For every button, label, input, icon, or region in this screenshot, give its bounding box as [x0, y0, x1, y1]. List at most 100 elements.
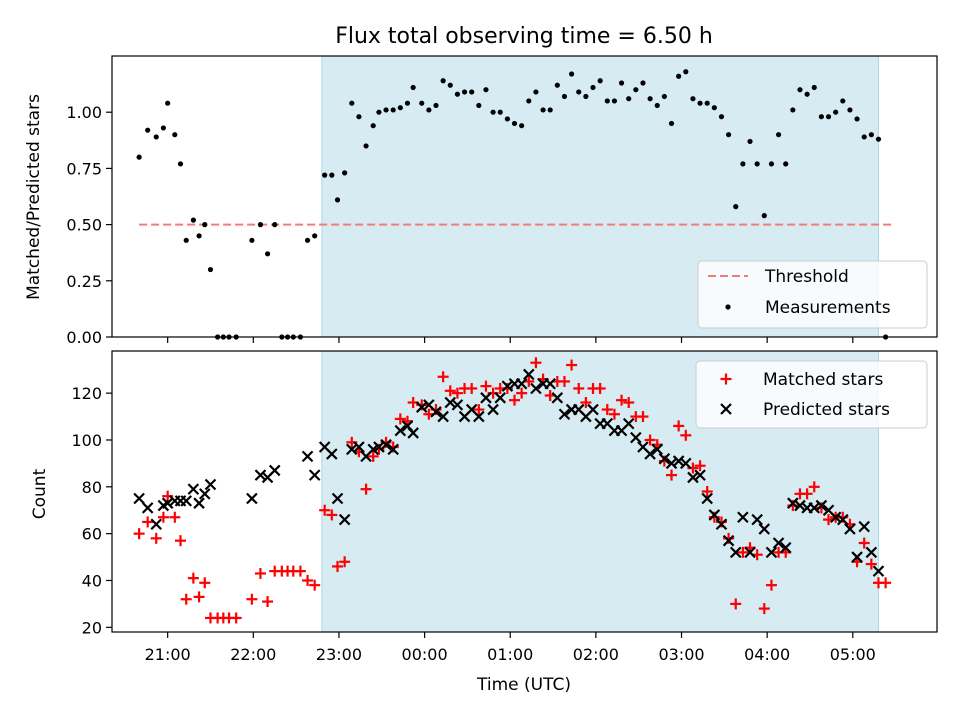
predicted-star-point-b [193, 497, 205, 509]
matched-star-point [246, 593, 258, 605]
matched-star-point [865, 558, 877, 570]
predicted-star-point [198, 488, 211, 500]
measurement-point [718, 114, 725, 120]
predicted-star-point [530, 382, 542, 395]
x-tick-label: 23:00 [316, 645, 362, 664]
measurement-point [404, 100, 411, 106]
predicted-star-point [346, 443, 358, 456]
predicted-star-point [301, 450, 314, 463]
matched-star-point [616, 394, 628, 406]
matched-star-point [880, 577, 892, 589]
x-tick-label: 00:00 [402, 645, 448, 664]
predicted-star-point-b [451, 399, 464, 411]
matched-star-point [169, 511, 181, 523]
predicted-star-point-b [837, 513, 849, 526]
matched-star-point [339, 556, 351, 568]
predicted-star-point-b [268, 464, 281, 477]
measurement-point [676, 73, 682, 79]
matched-star-point [680, 429, 692, 441]
predicted-star-point [729, 546, 742, 559]
predicted-star-point [551, 392, 564, 404]
bottom-y-tick-label: 40 [82, 571, 102, 590]
predicted-star-point [451, 399, 464, 411]
predicted-star-point-b [651, 443, 664, 456]
measurement-point [818, 114, 824, 120]
predicted-star-point-b [694, 469, 706, 481]
bottom-panel: 20 40 60 80 100 120 21:00 22:00 23:00 00:00 01:00… [30, 350, 938, 695]
predicted-star-point [837, 513, 849, 526]
predicted-star-point [268, 464, 281, 477]
predicted-star-point [141, 502, 154, 514]
predicted-star-point [444, 396, 457, 409]
predicted-star-point-b [708, 509, 721, 521]
measurement-point [547, 107, 553, 113]
measurement-point [704, 100, 710, 106]
predicted-star-point [680, 457, 692, 470]
predicted-star-point-b [204, 478, 217, 491]
measurement-point [476, 102, 482, 109]
predicted-star-point-b [198, 488, 211, 500]
matched-star-point [694, 460, 706, 472]
predicted-star-point-b [572, 403, 585, 416]
predicted-star-point [558, 408, 571, 421]
measurement-point [363, 143, 369, 149]
predicted-star-point-b [437, 410, 449, 423]
predicted-star-point [644, 448, 656, 460]
matched-star-point [367, 450, 379, 462]
x-tick-label: 22:00 [230, 645, 276, 664]
bottom-legend: Matched stars Predicted stars [695, 360, 928, 429]
matched-star-point [701, 486, 713, 497]
measurement-point [661, 93, 667, 100]
legend-x-marker [720, 403, 732, 415]
predicted-star-point-b [637, 441, 649, 453]
matched-star-point [394, 413, 406, 425]
matched-star-point [580, 397, 592, 409]
measurement-point [390, 107, 396, 113]
predicted-star-point [487, 403, 499, 416]
predicted-star-point-b [423, 399, 435, 411]
predicted-star-point [480, 392, 492, 404]
predicted-star-point [407, 427, 419, 439]
measurement-point [690, 96, 696, 102]
predicted-star-point [380, 438, 392, 451]
predicted-star-point-b [161, 497, 174, 509]
matched-star-point [175, 535, 187, 547]
predicted-star-point-b [794, 499, 806, 512]
measurement-point [136, 154, 142, 160]
measurement-point [264, 251, 271, 257]
matched-star-point [254, 567, 266, 579]
predicted-star-point [651, 443, 664, 456]
measurement-point [257, 222, 264, 228]
measurement-point [740, 161, 746, 167]
top-plot-frame [111, 55, 938, 338]
predicted-star-point [387, 443, 399, 456]
predicted-star-point [331, 492, 344, 505]
bottom-y-tick-label: 80 [82, 478, 102, 497]
legend-threshold-label: Threshold [764, 267, 849, 287]
measurement-point [172, 132, 178, 138]
matched-star-point [566, 359, 578, 371]
matched-star-point [801, 488, 813, 500]
x-tick-label: 01:00 [487, 645, 533, 664]
measurement-point [329, 172, 335, 178]
measurement-point [190, 217, 196, 223]
matched-star-point [326, 509, 338, 521]
matched-star-point [758, 603, 770, 615]
matched-star-point [180, 593, 192, 605]
predicted-star-point-b [815, 499, 828, 512]
predicted-star-point-b [851, 551, 863, 563]
measurement-point [811, 84, 817, 91]
measurement-point [611, 98, 618, 104]
measurement-point [207, 266, 214, 273]
predicted-star-point [722, 534, 735, 547]
measurement-point [447, 82, 453, 88]
measurement-point [376, 109, 382, 115]
predicted-star-point-b [150, 518, 163, 531]
top-legend-box [697, 260, 928, 329]
bottom-y-axis-label: Count [30, 468, 50, 519]
measurement-point [334, 197, 341, 203]
top-y-tick-label: 0.00 [66, 328, 102, 347]
predicted-star-point [815, 499, 828, 512]
predicted-star-point-b [687, 471, 699, 484]
measurement-point [640, 80, 646, 86]
